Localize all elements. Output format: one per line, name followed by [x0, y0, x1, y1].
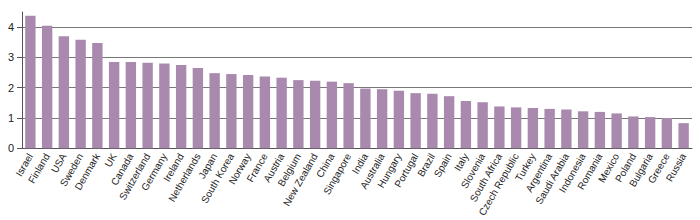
svg-text:Finland: Finland — [26, 152, 52, 186]
svg-text:Saudi Arabia: Saudi Arabia — [533, 151, 572, 206]
svg-text:Austria: Austria — [261, 151, 287, 184]
svg-text:Greece: Greece — [645, 151, 672, 186]
svg-text:Australia: Australia — [357, 151, 387, 191]
svg-text:India: India — [349, 151, 371, 176]
svg-text:Czech Republic: Czech Republic — [476, 152, 520, 218]
svg-text:France: France — [244, 151, 270, 184]
svg-text:Singapore: Singapore — [321, 151, 354, 196]
svg-text:Norway: Norway — [226, 151, 253, 187]
svg-text:Portugal: Portugal — [392, 151, 421, 190]
svg-text:Belgium: Belgium — [275, 151, 304, 189]
svg-text:Sweden: Sweden — [57, 151, 86, 189]
svg-text:Slovenia: Slovenia — [458, 151, 488, 191]
svg-text:Russia: Russia — [664, 151, 689, 183]
svg-text:Mexico: Mexico — [596, 151, 622, 185]
svg-text:USA: USA — [48, 151, 69, 175]
svg-text:Turkey: Turkey — [513, 151, 538, 184]
svg-text:South Africa: South Africa — [467, 151, 505, 204]
svg-text:0: 0 — [8, 142, 14, 154]
svg-text:Switzerland: Switzerland — [117, 151, 153, 202]
svg-text:Denmark: Denmark — [72, 152, 102, 193]
svg-text:2: 2 — [8, 82, 14, 94]
svg-text:Ireland: Ireland — [161, 151, 186, 184]
svg-text:Poland: Poland — [613, 151, 639, 184]
svg-text:South Korea: South Korea — [198, 151, 237, 206]
svg-text:China: China — [314, 151, 337, 180]
svg-text:Argentina: Argentina — [523, 151, 555, 194]
svg-text:4: 4 — [8, 21, 14, 33]
svg-text:New Zealand: New Zealand — [281, 152, 320, 208]
svg-text:Germany: Germany — [139, 151, 170, 193]
svg-text:Brazil: Brazil — [415, 151, 438, 179]
svg-text:1: 1 — [8, 112, 14, 124]
svg-text:Netherlands: Netherlands — [166, 151, 202, 203]
svg-text:Hungary: Hungary — [375, 151, 404, 190]
svg-text:3: 3 — [8, 51, 14, 63]
svg-text:Italy: Italy — [452, 151, 471, 173]
svg-text:Indonesia: Indonesia — [556, 151, 588, 195]
svg-text:Spain: Spain — [432, 152, 454, 180]
svg-text:Israel: Israel — [13, 151, 36, 179]
svg-text:Romania: Romania — [575, 151, 605, 192]
svg-text:Canada: Canada — [108, 151, 136, 188]
svg-text:UK: UK — [102, 151, 119, 169]
svg-text:Bulgaria: Bulgaria — [627, 151, 655, 189]
svg-text:Japan: Japan — [196, 151, 220, 181]
